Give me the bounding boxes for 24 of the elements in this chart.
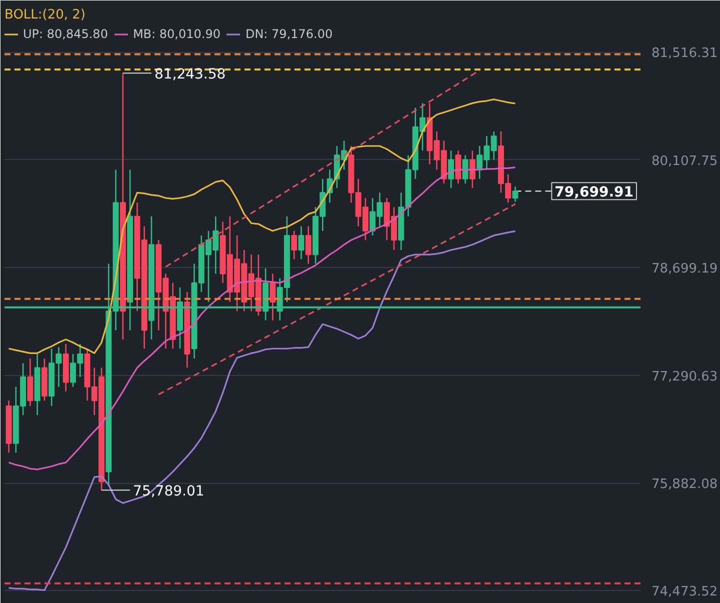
- y-tick-label: 74,473.52: [652, 584, 718, 600]
- candlestick: [469, 150, 476, 189]
- line-series: [8, 230, 516, 592]
- candlestick: [462, 154, 468, 184]
- legend-label: UP: 80,845.80: [23, 27, 108, 41]
- candlestick: [270, 273, 276, 321]
- candlestick: [27, 358, 34, 407]
- ref-line-label: 79,699.91: [554, 184, 634, 201]
- legend-label: MB: 80,010.90: [132, 27, 220, 41]
- candlestick: [298, 226, 304, 260]
- candlestick: [291, 230, 298, 260]
- y-tick-label: 75,882.08: [652, 477, 718, 492]
- candlestick: [455, 150, 462, 184]
- y-tick-label: 77,290.63: [652, 369, 718, 384]
- legend-label: DN: 79,176.00: [245, 27, 333, 41]
- chart-title: BOLL:(20, 2): [4, 8, 86, 22]
- line-series: [8, 98, 516, 354]
- annotation: 81,243.58: [154, 66, 226, 83]
- candlestick: [512, 186, 518, 202]
- candlestick: [448, 150, 454, 189]
- candlestick: [305, 226, 312, 264]
- y-tick-label: 81,516.31: [652, 46, 718, 62]
- y-tick-label: 78,699.19: [652, 262, 718, 277]
- y-tick-label: 80,107.75: [652, 154, 718, 169]
